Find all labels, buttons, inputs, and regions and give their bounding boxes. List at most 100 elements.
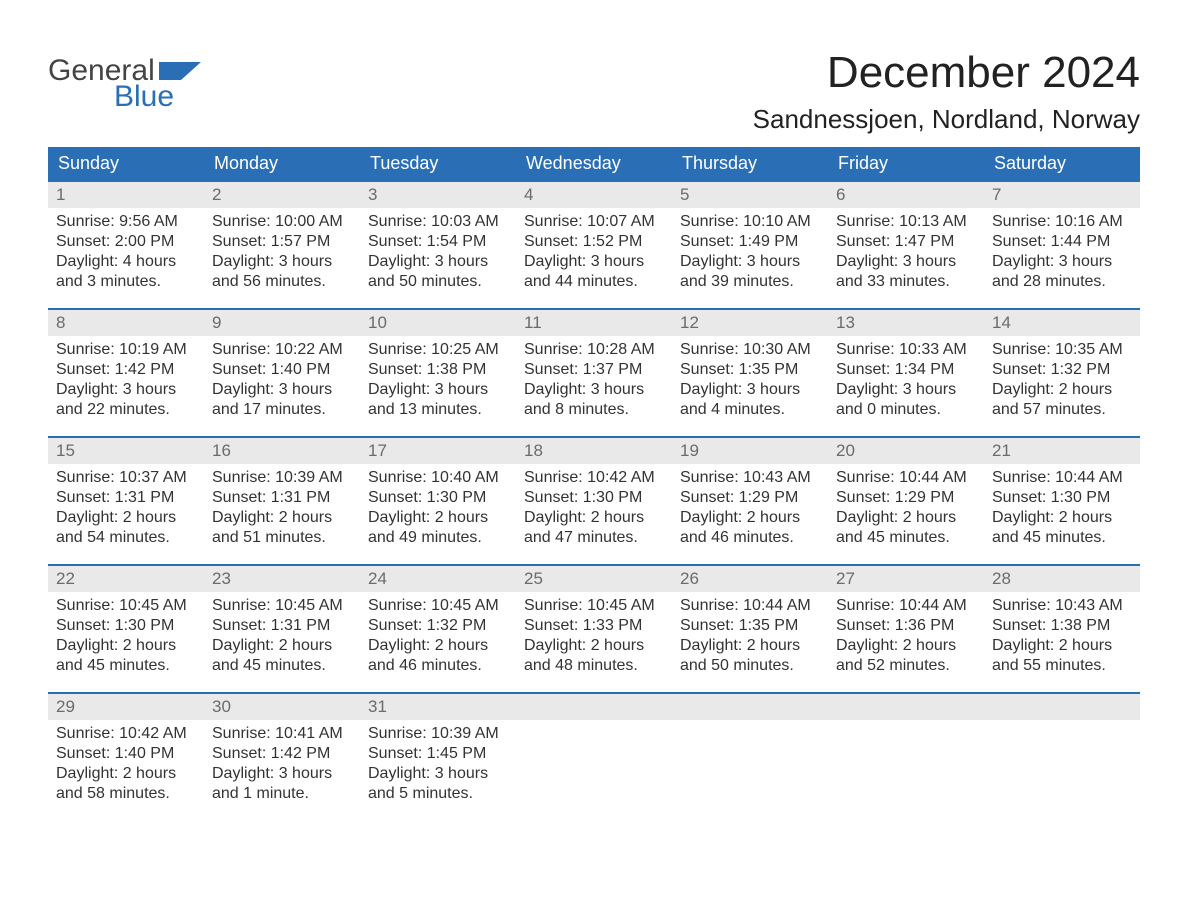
day-daylight2: and 4 minutes. xyxy=(680,400,820,420)
day-sunrise: Sunrise: 10:35 AM xyxy=(992,340,1132,360)
day-sunrise: Sunrise: 10:42 AM xyxy=(56,724,196,744)
day-daylight2: and 5 minutes. xyxy=(368,784,508,804)
day-number: 9 xyxy=(204,310,360,336)
day-number: 19 xyxy=(672,438,828,464)
day-daylight1: Daylight: 3 hours xyxy=(680,252,820,272)
calendar-week: 22Sunrise: 10:45 AMSunset: 1:30 PMDaylig… xyxy=(48,565,1140,693)
day-body: Sunrise: 10:42 AMSunset: 1:40 PMDaylight… xyxy=(48,720,204,808)
day-daylight1: Daylight: 3 hours xyxy=(368,764,508,784)
day-daylight2: and 1 minute. xyxy=(212,784,352,804)
day-daylight1: Daylight: 2 hours xyxy=(368,508,508,528)
day-sunset: Sunset: 1:29 PM xyxy=(836,488,976,508)
day-body: Sunrise: 10:45 AMSunset: 1:32 PMDaylight… xyxy=(360,592,516,680)
day-sunrise: Sunrise: 10:44 AM xyxy=(680,596,820,616)
day-number: 2 xyxy=(204,182,360,208)
day-daylight1: Daylight: 3 hours xyxy=(212,764,352,784)
day-body: Sunrise: 10:45 AMSunset: 1:31 PMDaylight… xyxy=(204,592,360,680)
day-number: 22 xyxy=(48,566,204,592)
col-tuesday: Tuesday xyxy=(360,147,516,181)
day-sunrise: Sunrise: 10:45 AM xyxy=(212,596,352,616)
day-number: 24 xyxy=(360,566,516,592)
calendar-cell: 16Sunrise: 10:39 AMSunset: 1:31 PMDaylig… xyxy=(204,437,360,565)
day-body: Sunrise: 10:16 AMSunset: 1:44 PMDaylight… xyxy=(984,208,1140,296)
day-number xyxy=(672,694,828,720)
day-sunset: Sunset: 1:57 PM xyxy=(212,232,352,252)
day-sunrise: Sunrise: 10:13 AM xyxy=(836,212,976,232)
day-number: 25 xyxy=(516,566,672,592)
day-daylight1: Daylight: 2 hours xyxy=(56,508,196,528)
day-daylight2: and 58 minutes. xyxy=(56,784,196,804)
calendar-cell: 18Sunrise: 10:42 AMSunset: 1:30 PMDaylig… xyxy=(516,437,672,565)
day-number: 31 xyxy=(360,694,516,720)
day-sunset: Sunset: 1:31 PM xyxy=(212,616,352,636)
day-sunrise: Sunrise: 10:43 AM xyxy=(680,468,820,488)
logo-text-blue: Blue xyxy=(114,82,174,112)
day-number: 10 xyxy=(360,310,516,336)
day-sunset: Sunset: 1:32 PM xyxy=(992,360,1132,380)
day-body: Sunrise: 10:45 AMSunset: 1:30 PMDaylight… xyxy=(48,592,204,680)
calendar-cell: 15Sunrise: 10:37 AMSunset: 1:31 PMDaylig… xyxy=(48,437,204,565)
day-number: 17 xyxy=(360,438,516,464)
day-number: 14 xyxy=(984,310,1140,336)
day-sunrise: Sunrise: 10:10 AM xyxy=(680,212,820,232)
day-daylight2: and 44 minutes. xyxy=(524,272,664,292)
day-body: Sunrise: 10:33 AMSunset: 1:34 PMDaylight… xyxy=(828,336,984,424)
day-daylight1: Daylight: 2 hours xyxy=(212,636,352,656)
day-sunrise: Sunrise: 10:03 AM xyxy=(368,212,508,232)
day-daylight1: Daylight: 3 hours xyxy=(368,380,508,400)
calendar-cell: 31Sunrise: 10:39 AMSunset: 1:45 PMDaylig… xyxy=(360,693,516,813)
day-body: Sunrise: 10:43 AMSunset: 1:38 PMDaylight… xyxy=(984,592,1140,680)
day-body: Sunrise: 10:42 AMSunset: 1:30 PMDaylight… xyxy=(516,464,672,552)
calendar-week: 8Sunrise: 10:19 AMSunset: 1:42 PMDayligh… xyxy=(48,309,1140,437)
day-sunset: Sunset: 1:38 PM xyxy=(992,616,1132,636)
day-daylight2: and 55 minutes. xyxy=(992,656,1132,676)
day-sunrise: Sunrise: 10:44 AM xyxy=(836,596,976,616)
day-sunset: Sunset: 1:31 PM xyxy=(212,488,352,508)
day-number: 15 xyxy=(48,438,204,464)
day-sunset: Sunset: 1:42 PM xyxy=(56,360,196,380)
calendar-cell: 29Sunrise: 10:42 AMSunset: 1:40 PMDaylig… xyxy=(48,693,204,813)
day-daylight1: Daylight: 2 hours xyxy=(524,508,664,528)
day-sunrise: Sunrise: 10:45 AM xyxy=(56,596,196,616)
day-sunrise: Sunrise: 10:07 AM xyxy=(524,212,664,232)
day-body: Sunrise: 10:44 AMSunset: 1:29 PMDaylight… xyxy=(828,464,984,552)
calendar-table: Sunday Monday Tuesday Wednesday Thursday… xyxy=(48,147,1140,813)
day-sunset: Sunset: 1:30 PM xyxy=(368,488,508,508)
day-sunset: Sunset: 1:52 PM xyxy=(524,232,664,252)
day-body: Sunrise: 10:19 AMSunset: 1:42 PMDaylight… xyxy=(48,336,204,424)
day-daylight1: Daylight: 3 hours xyxy=(992,252,1132,272)
day-body: Sunrise: 10:40 AMSunset: 1:30 PMDaylight… xyxy=(360,464,516,552)
month-title: December 2024 xyxy=(753,48,1140,98)
day-daylight1: Daylight: 3 hours xyxy=(212,380,352,400)
day-daylight1: Daylight: 3 hours xyxy=(836,252,976,272)
col-saturday: Saturday xyxy=(984,147,1140,181)
day-daylight2: and 47 minutes. xyxy=(524,528,664,548)
day-body: Sunrise: 10:30 AMSunset: 1:35 PMDaylight… xyxy=(672,336,828,424)
day-body: Sunrise: 10:39 AMSunset: 1:45 PMDaylight… xyxy=(360,720,516,808)
day-sunrise: Sunrise: 9:56 AM xyxy=(56,212,196,232)
day-body: Sunrise: 10:28 AMSunset: 1:37 PMDaylight… xyxy=(516,336,672,424)
day-body: Sunrise: 10:13 AMSunset: 1:47 PMDaylight… xyxy=(828,208,984,296)
col-thursday: Thursday xyxy=(672,147,828,181)
day-sunset: Sunset: 1:45 PM xyxy=(368,744,508,764)
day-sunset: Sunset: 1:49 PM xyxy=(680,232,820,252)
day-daylight2: and 33 minutes. xyxy=(836,272,976,292)
calendar-cell: 4Sunrise: 10:07 AMSunset: 1:52 PMDayligh… xyxy=(516,181,672,309)
day-daylight1: Daylight: 2 hours xyxy=(992,508,1132,528)
day-sunrise: Sunrise: 10:42 AM xyxy=(524,468,664,488)
day-number: 8 xyxy=(48,310,204,336)
day-number: 20 xyxy=(828,438,984,464)
day-daylight1: Daylight: 3 hours xyxy=(524,252,664,272)
day-number: 13 xyxy=(828,310,984,336)
day-sunrise: Sunrise: 10:25 AM xyxy=(368,340,508,360)
col-friday: Friday xyxy=(828,147,984,181)
calendar-cell xyxy=(672,693,828,813)
calendar-cell: 7Sunrise: 10:16 AMSunset: 1:44 PMDayligh… xyxy=(984,181,1140,309)
calendar-cell: 19Sunrise: 10:43 AMSunset: 1:29 PMDaylig… xyxy=(672,437,828,565)
day-sunset: Sunset: 1:47 PM xyxy=(836,232,976,252)
day-daylight1: Daylight: 2 hours xyxy=(992,380,1132,400)
calendar-cell: 25Sunrise: 10:45 AMSunset: 1:33 PMDaylig… xyxy=(516,565,672,693)
day-sunrise: Sunrise: 10:45 AM xyxy=(524,596,664,616)
header: General Blue December 2024 Sandnessjoen,… xyxy=(48,48,1140,135)
day-body: Sunrise: 10:44 AMSunset: 1:30 PMDaylight… xyxy=(984,464,1140,552)
